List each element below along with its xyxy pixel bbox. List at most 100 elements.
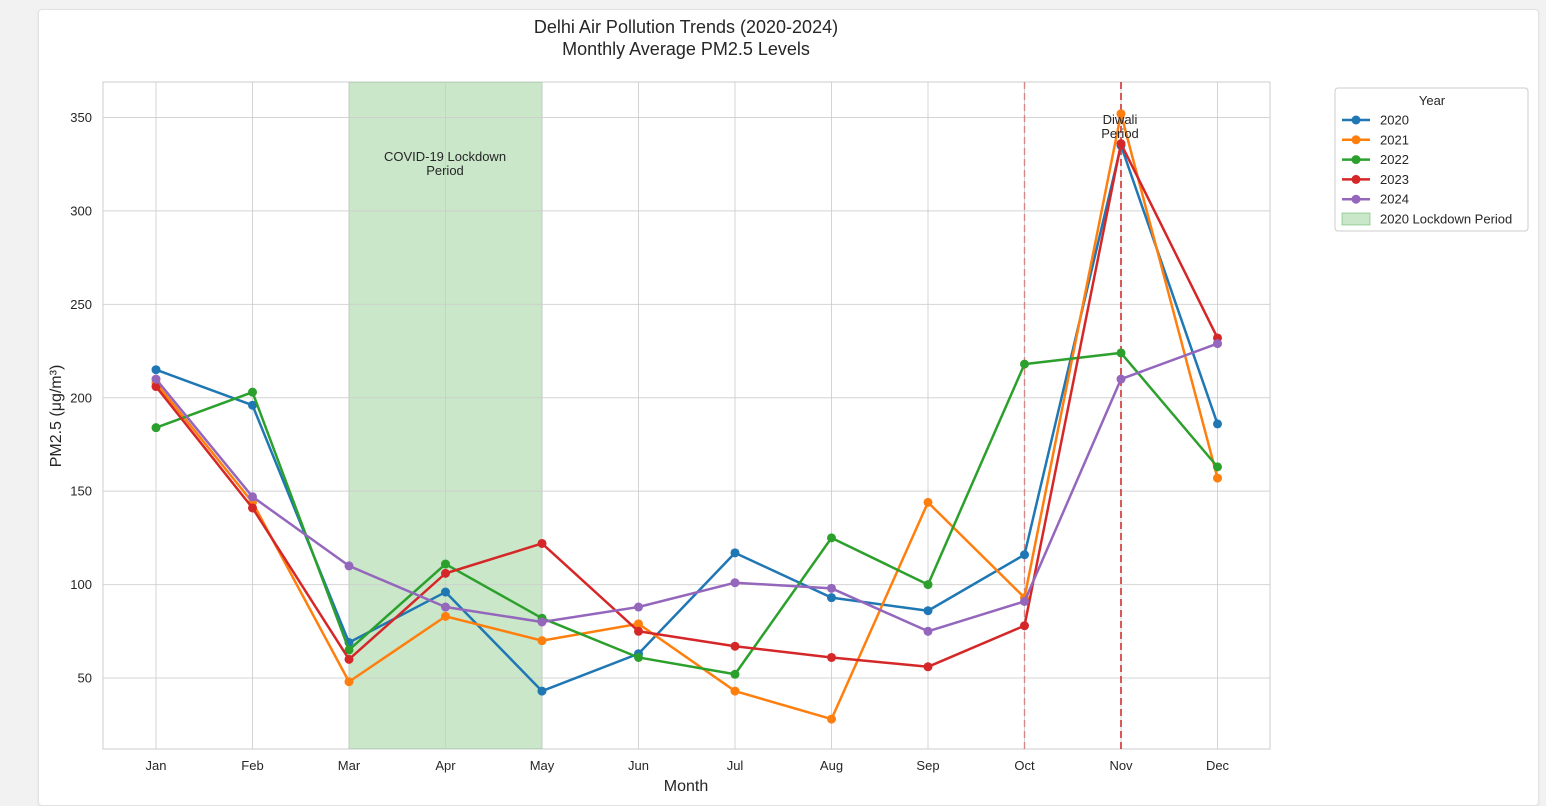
data-point-2021-may bbox=[537, 636, 547, 646]
plot-frame bbox=[102, 81, 1271, 750]
data-point-2022-aug bbox=[827, 533, 836, 543]
data-point-2024-oct bbox=[1020, 596, 1029, 606]
data-point-2024-apr bbox=[441, 602, 450, 612]
data-point-2020-dec bbox=[1213, 419, 1222, 429]
data-point-2020-oct bbox=[1020, 550, 1029, 560]
y-axis-label: PM2.5 (μg/m³) bbox=[48, 365, 65, 468]
data-point-2024-may bbox=[537, 617, 547, 627]
diwali-annotation-line1: Diwali bbox=[1103, 112, 1138, 127]
y-tick-label: 350 bbox=[70, 110, 92, 125]
data-point-2020-may bbox=[537, 686, 547, 696]
data-point-2021-apr bbox=[441, 611, 450, 621]
data-point-2024-jul bbox=[730, 578, 740, 588]
grid-layer bbox=[103, 82, 1270, 749]
series-line-2023 bbox=[155, 142, 1219, 669]
data-point-2024-feb bbox=[248, 492, 257, 502]
series-layer bbox=[151, 109, 1222, 724]
legend-box bbox=[1334, 87, 1529, 232]
lockdown-annotation-line1: COVID-19 Lockdown bbox=[384, 149, 506, 164]
chart-title-line1: Delhi Air Pollution Trends (2020-2024) bbox=[534, 17, 838, 37]
data-point-2021-sep bbox=[923, 497, 933, 507]
x-tick-label: Apr bbox=[435, 758, 456, 773]
data-point-2022-jan bbox=[151, 423, 161, 433]
x-tick-label: Aug bbox=[820, 758, 843, 773]
data-point-2022-jun bbox=[634, 652, 643, 662]
data-point-2023-sep bbox=[923, 662, 933, 672]
x-axis-label: Month bbox=[664, 778, 708, 795]
x-tick-label: May bbox=[530, 758, 555, 773]
data-point-2020-jul bbox=[730, 548, 740, 558]
x-tick-label: Jun bbox=[628, 758, 649, 773]
data-point-2024-dec bbox=[1213, 339, 1222, 349]
data-point-2020-jan bbox=[151, 365, 161, 375]
legend-swatch-lockdown bbox=[1341, 212, 1371, 226]
x-tick-label: Feb bbox=[241, 758, 263, 773]
data-point-2022-nov bbox=[1116, 348, 1126, 358]
data-point-2021-dec bbox=[1213, 473, 1222, 483]
legend-marker-2024 bbox=[1351, 194, 1361, 204]
plot-area bbox=[102, 81, 1271, 750]
data-point-2022-sep bbox=[923, 580, 933, 590]
y-tick-label: 200 bbox=[70, 390, 92, 405]
data-point-2022-oct bbox=[1020, 359, 1029, 369]
lockdown-annotation-line2: Period bbox=[426, 163, 464, 178]
data-point-2021-mar bbox=[344, 677, 354, 687]
data-point-2021-aug bbox=[827, 714, 836, 724]
data-point-2024-nov bbox=[1116, 374, 1126, 384]
x-tick-label: Oct bbox=[1014, 758, 1035, 773]
data-point-2023-jun bbox=[634, 626, 643, 636]
legend-label-2022: 2022 bbox=[1380, 152, 1409, 167]
data-point-2023-oct bbox=[1020, 621, 1029, 631]
data-point-2020-aug bbox=[827, 593, 836, 603]
data-point-2022-mar bbox=[344, 645, 354, 655]
legend: Year 2020 2021 2022 2023 2024 2020 Lockdown P… bbox=[1334, 87, 1529, 232]
y-tick-label: 250 bbox=[70, 297, 92, 312]
y-tick-label: 150 bbox=[70, 484, 92, 499]
legend-marker-2022 bbox=[1351, 155, 1361, 165]
data-point-2023-jul bbox=[730, 641, 740, 651]
data-point-2022-jul bbox=[730, 669, 740, 679]
diwali-annotation-line2: Period bbox=[1101, 126, 1139, 141]
data-point-2024-mar bbox=[344, 561, 354, 571]
x-tick-label: Jul bbox=[727, 758, 744, 773]
data-point-2023-mar bbox=[344, 654, 354, 664]
series-line-2022 bbox=[155, 351, 1219, 676]
x-tick-label: Mar bbox=[338, 758, 361, 773]
legend-label-lockdown: 2020 Lockdown Period bbox=[1380, 212, 1512, 227]
axis-layer: Jan Feb Mar Apr May Jun Jul Aug Sep Oct Nov Dec 50 10… bbox=[70, 110, 1229, 773]
series-line-2021 bbox=[155, 112, 1219, 721]
x-tick-label: Jan bbox=[146, 758, 167, 773]
x-tick-label: Sep bbox=[916, 758, 939, 773]
series-line-2024 bbox=[155, 342, 1218, 633]
diwali-layer bbox=[1023, 82, 1122, 749]
legend-marker-2021 bbox=[1351, 135, 1361, 145]
y-tick-label: 300 bbox=[70, 203, 92, 218]
y-tick-label: 100 bbox=[70, 577, 92, 592]
data-point-2021-jul bbox=[730, 686, 740, 696]
data-point-2023-aug bbox=[827, 652, 836, 662]
x-tick-label: Dec bbox=[1206, 758, 1230, 773]
x-tick-label: Nov bbox=[1109, 758, 1133, 773]
data-point-2024-jun bbox=[634, 602, 643, 612]
data-point-2023-feb bbox=[248, 503, 257, 513]
data-point-2022-apr bbox=[441, 559, 450, 569]
legend-marker-2023 bbox=[1351, 174, 1361, 184]
data-point-2020-feb bbox=[248, 400, 257, 410]
legend-title: Year bbox=[1419, 93, 1446, 108]
y-tick-label: 50 bbox=[78, 671, 92, 686]
legend-label-2024: 2024 bbox=[1380, 192, 1409, 207]
data-point-2023-apr bbox=[441, 568, 450, 578]
data-point-2023-may bbox=[537, 538, 547, 548]
series-line-2020 bbox=[155, 144, 1219, 693]
legend-label-2021: 2021 bbox=[1380, 132, 1409, 147]
legend-label-2023: 2023 bbox=[1380, 172, 1409, 187]
chart-title-line2: Monthly Average PM2.5 Levels bbox=[562, 39, 810, 59]
data-point-2023-nov bbox=[1116, 139, 1126, 149]
legend-marker-2020 bbox=[1351, 115, 1361, 125]
data-point-2020-apr bbox=[441, 587, 450, 597]
data-point-2020-sep bbox=[923, 606, 933, 616]
data-point-2022-dec bbox=[1213, 462, 1222, 472]
data-point-2022-feb bbox=[248, 387, 257, 397]
data-point-2024-sep bbox=[923, 626, 933, 636]
